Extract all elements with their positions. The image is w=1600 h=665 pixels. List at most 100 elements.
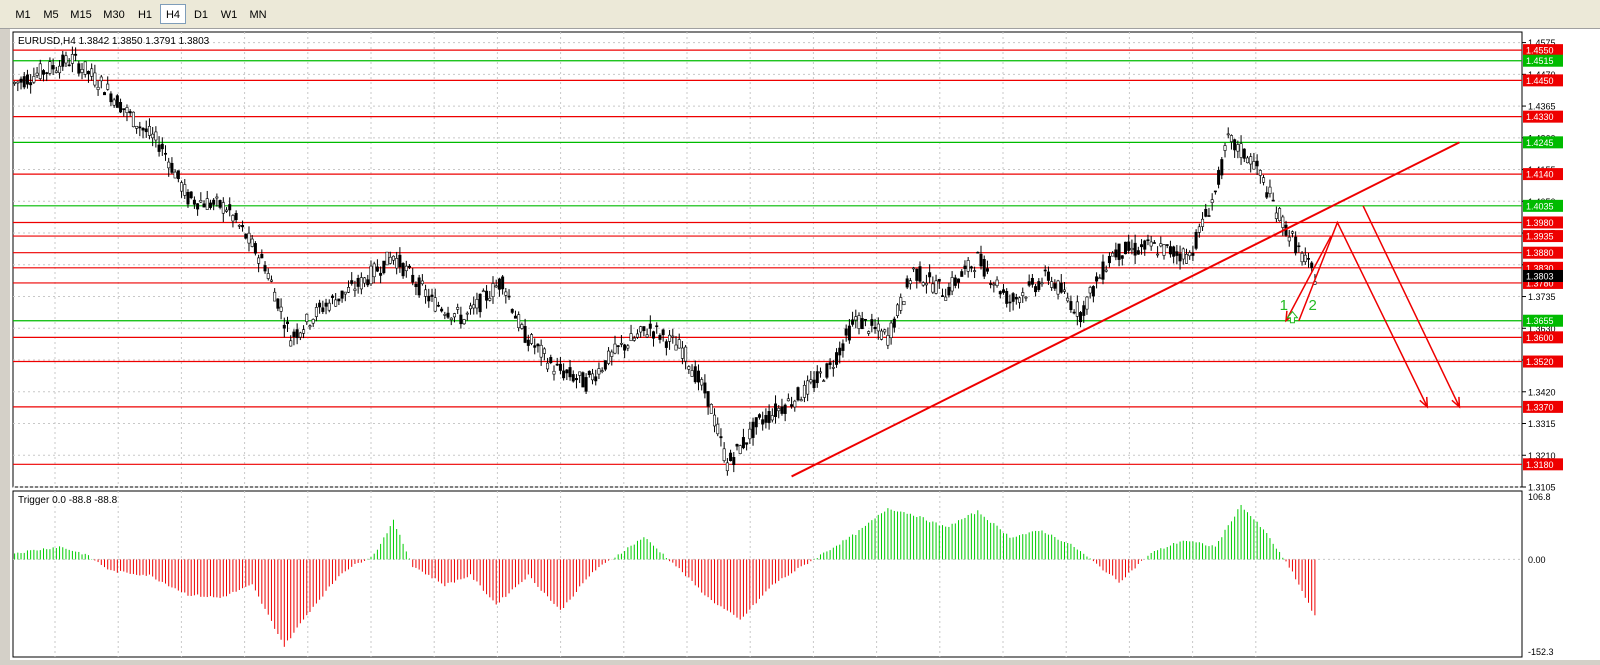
candle	[693, 360, 697, 384]
candle	[279, 298, 283, 320]
bull-candle-body	[273, 291, 277, 302]
candle	[594, 369, 598, 386]
timeframe-h4-button[interactable]: H4	[160, 4, 186, 24]
candle	[507, 289, 511, 300]
timeframe-h1-button[interactable]: H1	[137, 9, 153, 21]
candle	[568, 359, 572, 381]
candle	[58, 59, 62, 79]
bull-candle-body	[1223, 145, 1227, 151]
candle	[1101, 254, 1105, 285]
bull-candle-body	[1281, 216, 1285, 228]
candle	[533, 338, 537, 355]
bull-candle-body	[578, 371, 582, 376]
level-price-label: 1.4450	[1526, 76, 1554, 86]
bear-candle-body	[1008, 301, 1012, 304]
candle	[950, 271, 954, 296]
bull-candle-body	[896, 304, 900, 316]
bull-candle-body	[452, 313, 456, 318]
bear-candle-body	[1297, 245, 1301, 248]
bull-candle-body	[725, 462, 729, 472]
candle	[806, 375, 810, 402]
candle	[1143, 239, 1147, 256]
timeframe-d1-button[interactable]: D1	[193, 9, 209, 21]
candle	[253, 241, 257, 256]
candle	[263, 261, 267, 274]
bear-candle-body	[937, 278, 941, 282]
bear-candle-body	[19, 78, 23, 83]
candle	[696, 364, 700, 391]
price-axis-label: 1.3630	[1528, 324, 1556, 334]
candle	[1040, 277, 1044, 287]
candle	[106, 76, 110, 91]
candle	[549, 354, 553, 365]
candle	[883, 328, 887, 335]
candle	[957, 278, 961, 289]
bear-candle-body	[436, 304, 440, 307]
bear-candle-body	[295, 329, 299, 339]
candle	[391, 255, 395, 265]
candle	[42, 69, 46, 82]
candle	[465, 311, 469, 321]
bull-candle-body	[924, 283, 928, 286]
candle	[48, 57, 52, 76]
candle	[658, 333, 662, 344]
candle	[379, 266, 383, 284]
bull-candle-body	[1201, 218, 1205, 227]
bear-candle-body	[851, 319, 855, 325]
candle	[99, 74, 103, 89]
candle	[944, 288, 948, 301]
timeframe-m15-button[interactable]: M15	[70, 9, 92, 21]
bear-candle-body	[1152, 242, 1156, 244]
timeframe-w1-button[interactable]: W1	[220, 9, 238, 21]
candle	[1191, 245, 1195, 262]
candle	[918, 261, 922, 283]
candle	[578, 371, 582, 383]
bull-candle-body	[205, 198, 209, 210]
bear-candle-body	[1107, 255, 1111, 264]
bull-candle-body	[359, 277, 363, 290]
candle	[1120, 255, 1124, 266]
bear-candle-body	[189, 191, 193, 199]
timeframe-m5-button[interactable]: M5	[43, 9, 59, 21]
price-chart[interactable]: 1.45751.44701.43651.42601.41551.40501.39…	[10, 29, 1600, 665]
timeframe-mn-button[interactable]: MN	[249, 9, 267, 21]
candle	[854, 309, 858, 329]
bear-candle-body	[1123, 241, 1127, 255]
bear-candle-body	[398, 254, 402, 268]
bull-candle-body	[1274, 212, 1278, 219]
candle	[539, 339, 543, 366]
bull-candle-body	[167, 161, 171, 169]
bull-candle-body	[1287, 236, 1291, 242]
candle	[764, 408, 768, 429]
timeframe-m30-button[interactable]: M30	[103, 9, 125, 21]
candle	[1265, 186, 1269, 200]
candle	[115, 94, 119, 108]
bull-candle-body	[879, 330, 883, 340]
candle	[501, 274, 505, 295]
candle	[860, 311, 864, 330]
bull-candle-body	[385, 251, 389, 266]
price-axis-label: 1.3315	[1528, 419, 1556, 429]
bear-candle-body	[558, 363, 562, 371]
chart-window[interactable]: 1.45751.44701.43651.42601.41551.40501.39…	[10, 29, 1600, 665]
bull-candle-body	[552, 370, 556, 375]
bear-candle-body	[260, 253, 264, 259]
candle	[1281, 214, 1285, 236]
candle	[32, 67, 36, 84]
bull-candle-body	[931, 283, 935, 293]
bear-candle-body	[1072, 311, 1076, 314]
candle	[1027, 274, 1031, 288]
bull-candle-body	[607, 350, 611, 364]
candle	[915, 268, 919, 289]
candle	[151, 126, 155, 147]
candle	[167, 157, 171, 177]
bear-candle-body	[61, 54, 65, 67]
bear-candle-body	[1082, 305, 1086, 316]
bull-candle-body	[491, 283, 495, 297]
timeframe-m1-button[interactable]: M1	[15, 9, 31, 21]
bull-candle-body	[347, 287, 351, 293]
candle	[469, 302, 473, 315]
bear-candle-body	[940, 295, 944, 297]
bull-candle-body	[1156, 253, 1160, 256]
candle	[260, 249, 264, 259]
